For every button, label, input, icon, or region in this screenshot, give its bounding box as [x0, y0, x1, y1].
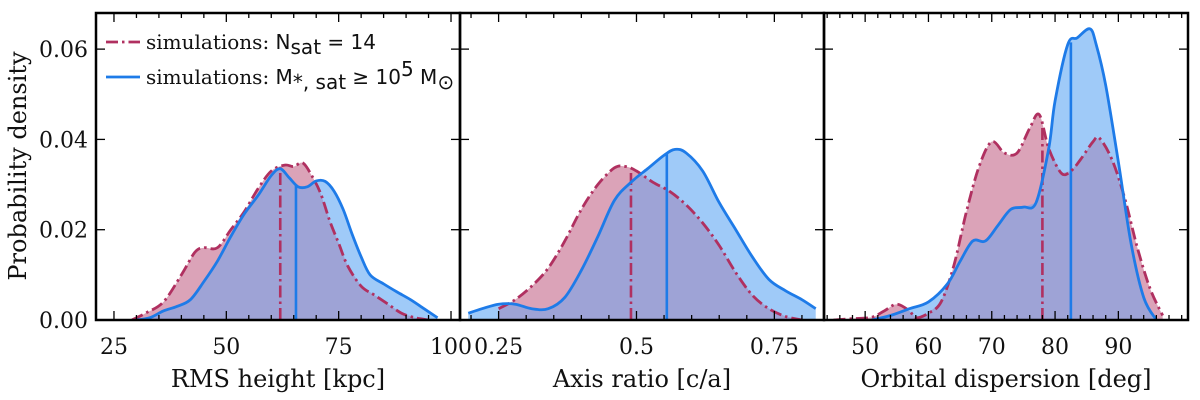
panel-frame-3	[822, 11, 1190, 322]
y-tick-label: 0.06	[39, 38, 88, 63]
x-tick-label: 0.25	[474, 335, 523, 360]
x-tick-label: 0.75	[750, 335, 799, 360]
y-tick-label: 0.02	[39, 219, 88, 244]
x-tick-label: 25	[100, 335, 128, 360]
x-tick-label: 50	[212, 335, 240, 360]
x-tick-label: 60	[914, 335, 942, 360]
plot-area-1	[131, 161, 439, 320]
line-series-2	[871, 27, 1158, 320]
legend-label-2: simulations: M*, sat ≥ 105 M⊙	[146, 57, 454, 94]
area-overlap	[136, 169, 429, 320]
y-tick-label: 0.00	[39, 309, 88, 334]
plot-area-3	[833, 27, 1164, 320]
plot-area-2	[467, 147, 817, 320]
legend-entry-2: simulations: M*, sat ≥ 105 M⊙	[106, 57, 454, 94]
panel-1: 25 50 75 100 RMS height [kpc]	[94, 11, 472, 393]
line-series-2	[467, 147, 817, 315]
x-tick-label: 70	[978, 335, 1006, 360]
line-series-1	[833, 112, 1164, 320]
y-axis-title: Probability density	[4, 51, 32, 281]
x-tick-label: 0.5	[619, 335, 654, 360]
panels: 25 50 75 100 RMS height [kpc] 0.25 0.5 0.75 Axis…	[39, 11, 1190, 393]
line-series-2	[136, 167, 439, 320]
legend-entry-1: simulations: Nsat = 14	[106, 30, 376, 59]
panel-3: 50 60 70 80 90 Orbital dispersion [deg]	[822, 11, 1190, 393]
x-axis-title-1: RMS height [kpc]	[171, 365, 385, 393]
panel-2: 0.25 0.5 0.75 Axis ratio [c/a]	[458, 11, 826, 393]
x-tick-label: 50	[851, 335, 879, 360]
x-axis-title-2: Axis ratio [c/a]	[552, 365, 731, 393]
x-tick-label: 80	[1041, 335, 1069, 360]
legend-label-1: simulations: Nsat = 14	[146, 30, 376, 59]
area-overlap	[871, 138, 1157, 320]
y-tick-label: 0.04	[39, 128, 88, 153]
y-tick-labels: 0.00 0.02 0.04 0.06	[39, 38, 88, 334]
x-tick-label: 75	[325, 335, 353, 360]
line-series-1	[497, 164, 803, 320]
x-tick-label: 90	[1104, 335, 1132, 360]
x-axis-title-3: Orbital dispersion [deg]	[860, 365, 1151, 393]
x-tick-label: 100	[430, 335, 472, 360]
line-series-1	[131, 161, 429, 320]
